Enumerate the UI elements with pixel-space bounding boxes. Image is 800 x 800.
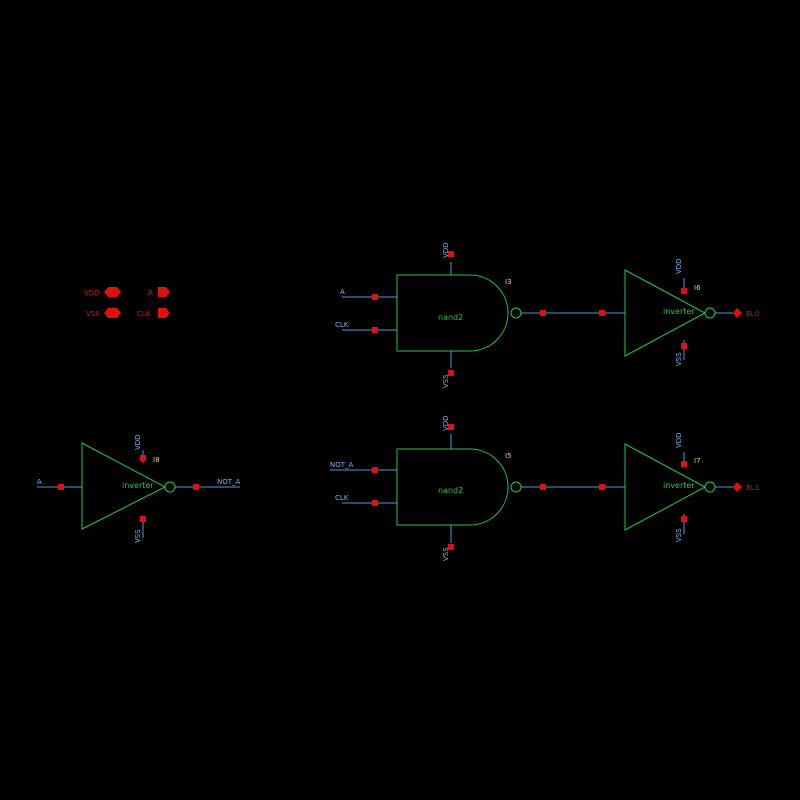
pin-i8-out[interactable] xyxy=(193,484,199,490)
i7-net-vss: VSS xyxy=(675,528,683,542)
i8-cell-name: inverter xyxy=(122,481,154,490)
nand2-bubble-icon xyxy=(510,307,522,319)
pin-i3-in2[interactable] xyxy=(372,327,378,333)
port-clk-input-icon[interactable] xyxy=(158,308,170,318)
i5-cell-name: nand2 xyxy=(438,486,463,495)
pin-i7-vss[interactable] xyxy=(681,516,687,522)
nand2-bubble-icon xyxy=(510,481,522,493)
inverter-symbol-icon xyxy=(81,442,167,530)
port-bl1-label: BL1 xyxy=(746,484,759,492)
inverter-symbol-icon xyxy=(624,269,707,357)
nand2-symbol-icon xyxy=(396,448,509,526)
pin-i3-in1[interactable] xyxy=(372,294,378,300)
instance-i6-inverter[interactable]: inverter I6 VDD VSS BL0 xyxy=(624,258,759,366)
i5-net-vdd: VDD xyxy=(442,415,450,431)
i8-instance-name: I8 xyxy=(153,456,160,464)
i5-net-in2: CLK xyxy=(335,494,349,502)
pin-i8-in[interactable] xyxy=(58,484,64,490)
pin-i3-vss[interactable] xyxy=(448,370,454,376)
instance-i5-nand2[interactable]: nand2 I5 NOT_A CLK VDD VSS xyxy=(330,415,522,561)
i6-net-vdd: VDD xyxy=(675,258,683,274)
pin-i8-vss[interactable] xyxy=(140,516,146,522)
pin-i6-in[interactable] xyxy=(599,310,605,316)
i3-instance-name: I3 xyxy=(505,278,512,286)
i8-net-vdd: VDD xyxy=(134,434,142,450)
pin-i6-vss[interactable] xyxy=(681,343,687,349)
i3-net-vss: VSS xyxy=(442,374,450,388)
pin-i5-vss[interactable] xyxy=(448,544,454,550)
i3-net-in2: CLK xyxy=(335,321,349,329)
pin-i8-vdd[interactable] xyxy=(140,455,146,461)
inverter-symbol-icon xyxy=(624,443,707,531)
nand2-symbol-icon xyxy=(396,274,509,352)
port-a-input-icon[interactable] xyxy=(158,287,170,297)
i8-net-in: A xyxy=(37,478,42,486)
instance-i3-nand2[interactable]: nand2 I3 A CLK VDD VSS xyxy=(335,242,522,388)
i7-cell-name: inverter xyxy=(663,481,695,490)
i3-cell-name: nand2 xyxy=(438,313,463,322)
port-vss-inout-icon[interactable] xyxy=(104,308,121,318)
port-a-label: A xyxy=(148,289,153,297)
port-bl0-label: BL0 xyxy=(746,310,759,318)
inverter-bubble-icon xyxy=(704,307,716,319)
port-clk-label: CLK xyxy=(137,310,151,318)
i6-instance-name: I6 xyxy=(694,284,701,292)
port-vdd-label: VDD xyxy=(84,289,100,297)
net-i3-to-i6[interactable] xyxy=(521,310,625,316)
i8-net-out: NOT_A xyxy=(217,478,241,486)
pin-i7-in[interactable] xyxy=(599,484,605,490)
i6-net-vss: VSS xyxy=(675,352,683,366)
port-bl1-output-icon[interactable] xyxy=(733,482,742,492)
pin-i3-vdd[interactable] xyxy=(448,251,454,257)
instance-i8-inverter[interactable]: inverter I8 A NOT_A VDD VSS xyxy=(37,434,241,543)
i5-net-vss: VSS xyxy=(442,547,450,561)
i5-instance-name: I5 xyxy=(505,452,512,460)
pin-i5-out[interactable] xyxy=(540,484,546,490)
i5-net-in1: NOT_A xyxy=(330,461,354,469)
i6-cell-name: inverter xyxy=(663,307,695,316)
i3-net-vdd: VDD xyxy=(442,242,450,258)
port-vss-label: VSS xyxy=(86,310,100,318)
port-bl0-output-icon[interactable] xyxy=(733,308,742,318)
pin-i5-in1[interactable] xyxy=(372,467,378,473)
net-i5-to-i7[interactable] xyxy=(521,484,625,490)
pin-i6-vdd[interactable] xyxy=(681,288,687,294)
pin-i5-vdd[interactable] xyxy=(448,424,454,430)
i7-instance-name: I7 xyxy=(694,457,701,465)
port-vdd-inout-icon[interactable] xyxy=(104,287,121,297)
i3-net-in1: A xyxy=(340,288,345,296)
instance-i7-inverter[interactable]: inverter I7 VDD VSS BL1 xyxy=(624,432,759,542)
i7-net-vdd: VDD xyxy=(675,432,683,448)
inverter-bubble-icon xyxy=(704,481,716,493)
pin-i7-vdd[interactable] xyxy=(681,461,687,467)
pin-i5-in2[interactable] xyxy=(372,500,378,506)
i8-net-vss: VSS xyxy=(134,529,142,543)
port-legend: VDD VSS A CLK xyxy=(84,287,170,318)
pin-i3-out[interactable] xyxy=(540,310,546,316)
inverter-bubble-icon xyxy=(164,481,176,493)
